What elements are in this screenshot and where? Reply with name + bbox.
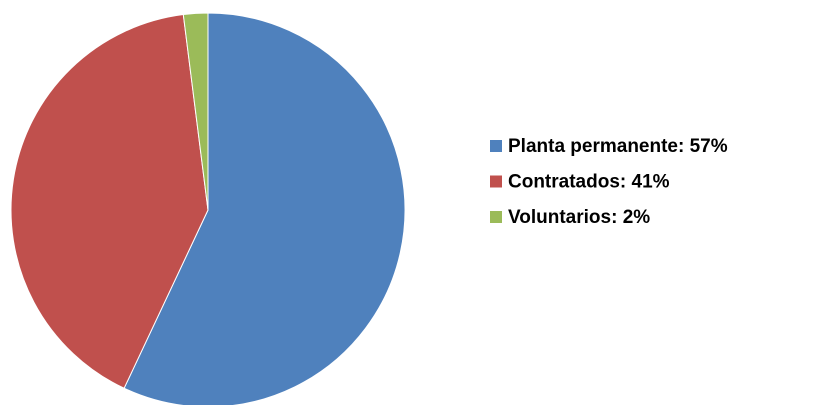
- pie-slice: [182, 12, 209, 211]
- pie-slice: [123, 12, 406, 405]
- legend-label: Voluntarios: 2%: [508, 207, 650, 228]
- legend-swatch: [490, 211, 502, 223]
- pie-slice: [10, 13, 209, 389]
- legend-swatch: [490, 140, 502, 152]
- legend-label: Planta permanente: 57%: [508, 136, 728, 157]
- legend-swatch: [490, 175, 502, 188]
- legend-label: Contratados: 41%: [508, 172, 670, 193]
